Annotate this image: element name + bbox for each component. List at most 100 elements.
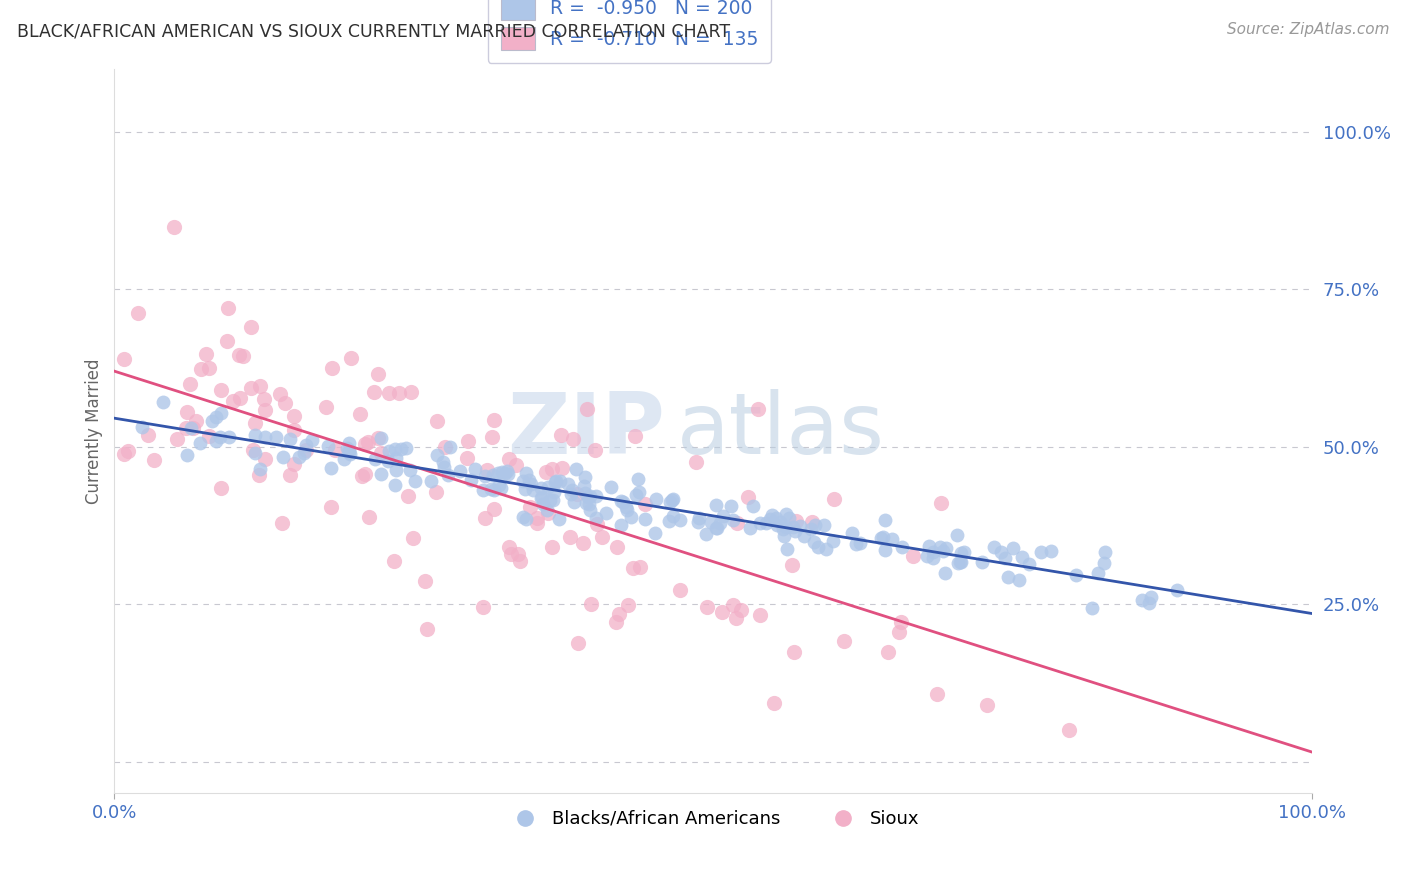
Point bbox=[605, 615, 627, 629]
Point bbox=[201, 414, 224, 428]
Point bbox=[813, 517, 835, 532]
Point bbox=[474, 511, 496, 525]
Point bbox=[800, 522, 823, 536]
Point bbox=[704, 521, 727, 535]
Point bbox=[585, 489, 607, 503]
Point bbox=[1064, 568, 1087, 582]
Point bbox=[117, 443, 139, 458]
Point bbox=[872, 531, 894, 545]
Point bbox=[704, 499, 727, 513]
Point bbox=[696, 599, 718, 614]
Point bbox=[243, 446, 266, 460]
Point bbox=[352, 469, 374, 483]
Point bbox=[946, 528, 969, 542]
Point bbox=[205, 410, 228, 425]
Point bbox=[814, 542, 837, 557]
Point bbox=[721, 598, 744, 612]
Point bbox=[875, 543, 897, 558]
Point bbox=[766, 518, 789, 533]
Point bbox=[970, 555, 993, 569]
Point bbox=[976, 698, 998, 713]
Point bbox=[481, 429, 503, 443]
Point bbox=[873, 513, 896, 527]
Point bbox=[983, 540, 1005, 554]
Point bbox=[997, 570, 1019, 584]
Point bbox=[543, 492, 565, 507]
Point bbox=[515, 482, 537, 496]
Point bbox=[471, 483, 494, 497]
Point bbox=[946, 556, 969, 570]
Point bbox=[321, 361, 343, 376]
Point bbox=[357, 510, 380, 524]
Point bbox=[801, 515, 824, 529]
Point bbox=[489, 481, 512, 495]
Point bbox=[567, 636, 589, 650]
Point bbox=[915, 549, 938, 563]
Point bbox=[254, 452, 277, 467]
Point bbox=[531, 497, 554, 511]
Point bbox=[578, 497, 600, 511]
Point bbox=[269, 387, 291, 401]
Point bbox=[496, 464, 519, 478]
Point bbox=[520, 477, 543, 491]
Point bbox=[560, 487, 582, 501]
Point bbox=[498, 452, 520, 467]
Point bbox=[249, 462, 271, 476]
Point bbox=[541, 462, 564, 476]
Point bbox=[617, 598, 640, 612]
Point bbox=[932, 544, 955, 558]
Point bbox=[522, 483, 544, 497]
Point bbox=[877, 645, 900, 659]
Point bbox=[426, 414, 449, 428]
Point bbox=[645, 492, 668, 507]
Point bbox=[176, 405, 198, 419]
Point bbox=[562, 495, 585, 509]
Point bbox=[434, 441, 457, 455]
Point bbox=[890, 541, 912, 555]
Point bbox=[749, 607, 772, 622]
Point bbox=[628, 560, 651, 574]
Point bbox=[737, 490, 759, 504]
Y-axis label: Currently Married: Currently Married bbox=[86, 359, 103, 504]
Point bbox=[229, 391, 252, 405]
Point bbox=[659, 494, 682, 508]
Point bbox=[823, 491, 845, 506]
Point bbox=[634, 497, 657, 511]
Point bbox=[127, 306, 149, 320]
Point bbox=[600, 480, 623, 494]
Point bbox=[695, 526, 717, 541]
Point bbox=[183, 421, 205, 435]
Point bbox=[131, 420, 153, 434]
Point bbox=[870, 531, 893, 545]
Point bbox=[354, 467, 377, 482]
Point bbox=[741, 499, 763, 513]
Point bbox=[378, 444, 401, 458]
Point bbox=[112, 352, 135, 367]
Point bbox=[706, 521, 728, 535]
Point bbox=[803, 535, 825, 549]
Point bbox=[283, 409, 305, 423]
Point bbox=[364, 451, 387, 466]
Point bbox=[1139, 590, 1161, 604]
Point bbox=[901, 549, 924, 563]
Point bbox=[474, 468, 496, 483]
Point bbox=[536, 503, 558, 517]
Point bbox=[370, 431, 392, 445]
Point bbox=[482, 467, 505, 482]
Point bbox=[530, 481, 553, 495]
Point bbox=[595, 506, 617, 520]
Point bbox=[1130, 592, 1153, 607]
Point bbox=[143, 453, 166, 467]
Point bbox=[179, 376, 201, 391]
Point bbox=[253, 429, 276, 443]
Point bbox=[662, 491, 685, 506]
Point bbox=[174, 421, 197, 435]
Point bbox=[232, 349, 254, 363]
Point bbox=[579, 597, 602, 611]
Point bbox=[782, 520, 804, 534]
Point bbox=[198, 361, 221, 376]
Point bbox=[1031, 545, 1053, 559]
Point bbox=[775, 507, 797, 521]
Point bbox=[541, 541, 564, 555]
Point bbox=[778, 511, 800, 525]
